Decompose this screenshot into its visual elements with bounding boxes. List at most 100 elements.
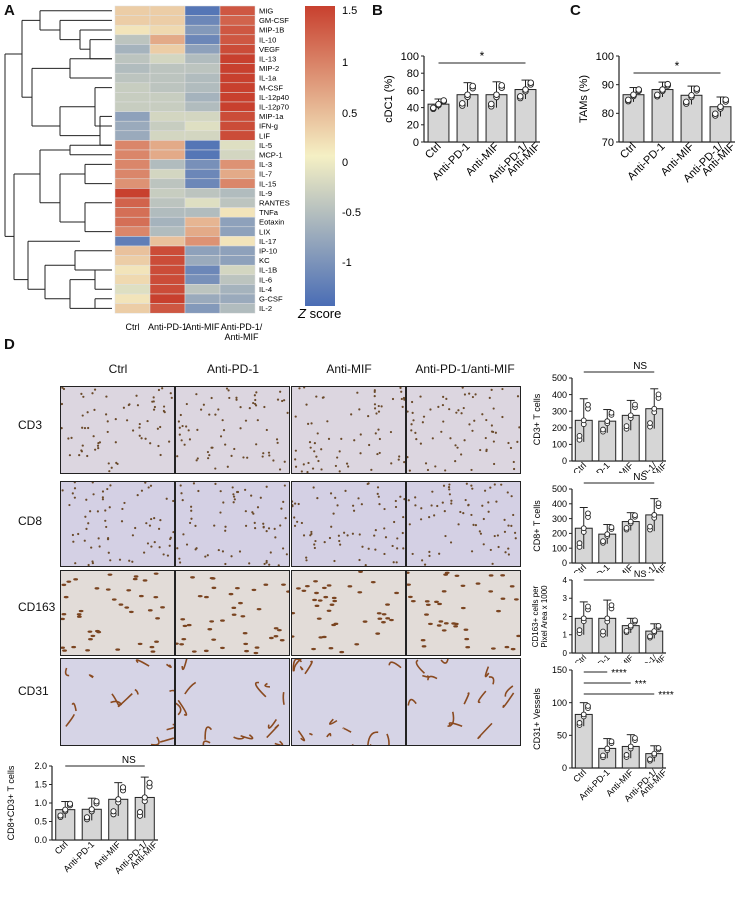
data-point (608, 524, 615, 531)
vessel-stain (504, 685, 514, 697)
data-point (651, 405, 658, 412)
cell-stain (393, 520, 396, 524)
heatmap-row-label: VEGF (259, 45, 280, 54)
cell-stain (374, 528, 377, 532)
cell-stain (190, 505, 193, 508)
cell-stain (115, 648, 121, 651)
data-point (627, 622, 634, 629)
micrograph-texture (292, 659, 402, 745)
cell-stain (200, 408, 203, 411)
cell-stain (149, 442, 152, 445)
cell-stain (187, 429, 190, 432)
vessel-stain (329, 718, 338, 725)
micrograph-texture (61, 572, 165, 653)
cell-stain (490, 388, 493, 391)
heatmap-cell (184, 168, 221, 180)
heatmap-cell (114, 63, 151, 74)
row-label-cd8: CD8 (18, 514, 43, 528)
cell-stain (104, 413, 108, 416)
cell-stain (224, 525, 227, 528)
cell-stain (225, 387, 229, 390)
cell-stain (496, 534, 500, 537)
micrograph-cd163-2 (291, 570, 406, 656)
vessel-stain (292, 659, 303, 672)
cell-stain (150, 650, 156, 653)
row-label-cd31: CD31 (18, 684, 49, 698)
cell-stain (91, 392, 94, 395)
cell-stain (78, 609, 84, 613)
cell-stain (411, 411, 414, 415)
data-point (435, 100, 442, 108)
data-point (88, 806, 95, 813)
cell-stain (231, 613, 237, 616)
heatmap-row-label: IL-17 (259, 237, 276, 246)
vessel-stain (427, 675, 438, 681)
heatmap-cell (184, 63, 221, 74)
heatmap-cell (114, 120, 151, 132)
vessel-stain (502, 692, 515, 708)
y-tick-label: 1.5 (34, 780, 47, 790)
cell-stain (157, 444, 160, 448)
data-point (604, 745, 611, 752)
cell-stain (76, 613, 82, 616)
cell-stain (170, 396, 173, 399)
cell-stain (178, 561, 182, 564)
cell-stain (407, 410, 409, 413)
cell-stain (108, 506, 111, 509)
heatmap-cell (184, 120, 221, 132)
cell-stain (253, 651, 259, 655)
cell-stain (329, 492, 333, 495)
cell-stain (442, 484, 446, 487)
vessel-stain (274, 740, 284, 745)
cell-stain (450, 502, 453, 505)
cell-stain (298, 387, 301, 390)
cell-stain (326, 584, 332, 587)
heatmap-row-label: IL-2 (259, 304, 272, 313)
cell-stain (84, 515, 87, 518)
cell-stain (448, 493, 451, 496)
cell-stain (148, 524, 152, 527)
y-tick-label: 100 (596, 51, 614, 63)
cell-stain (61, 646, 65, 649)
micrograph-cd31-0 (60, 658, 175, 746)
cell-stain (297, 502, 300, 506)
heatmap-cell (114, 101, 151, 112)
heatmap-cell (219, 120, 256, 132)
cell-stain (394, 591, 399, 595)
cell-stain (357, 497, 360, 500)
cell-stain (178, 433, 181, 436)
cell-stain (256, 607, 262, 611)
heatmap-cell (219, 44, 256, 55)
cell-stain (232, 501, 235, 504)
micrograph-texture (61, 387, 173, 473)
y-tick-label: 0 (562, 456, 567, 466)
cell-stain (322, 396, 325, 399)
cell-stain (177, 420, 180, 423)
data-point (627, 412, 634, 419)
cell-stain (434, 465, 437, 468)
cell-stain (389, 430, 393, 434)
cell-stain (183, 443, 186, 446)
cell-stain (501, 415, 504, 419)
cell-stain (214, 482, 217, 485)
cell-stain (443, 622, 449, 625)
col-header-anti-mif: Anti-MIF (326, 362, 372, 376)
cell-stain (255, 391, 258, 394)
cell-stain (491, 562, 494, 565)
cell-stain (327, 437, 331, 440)
heatmap-cell (219, 159, 256, 170)
vessel-stain (181, 659, 188, 671)
cell-stain (344, 489, 347, 492)
y-axis-label: CD8+CD3+ T cells (6, 765, 16, 840)
cell-stain (492, 462, 496, 466)
cell-stain (191, 650, 197, 653)
cell-stain (421, 421, 424, 424)
vessel-stain (266, 724, 280, 739)
cell-stain (83, 539, 86, 542)
data-point (469, 82, 476, 90)
cell-stain (378, 437, 381, 441)
heatmap-cell (114, 44, 151, 55)
cell-stain (149, 484, 153, 487)
